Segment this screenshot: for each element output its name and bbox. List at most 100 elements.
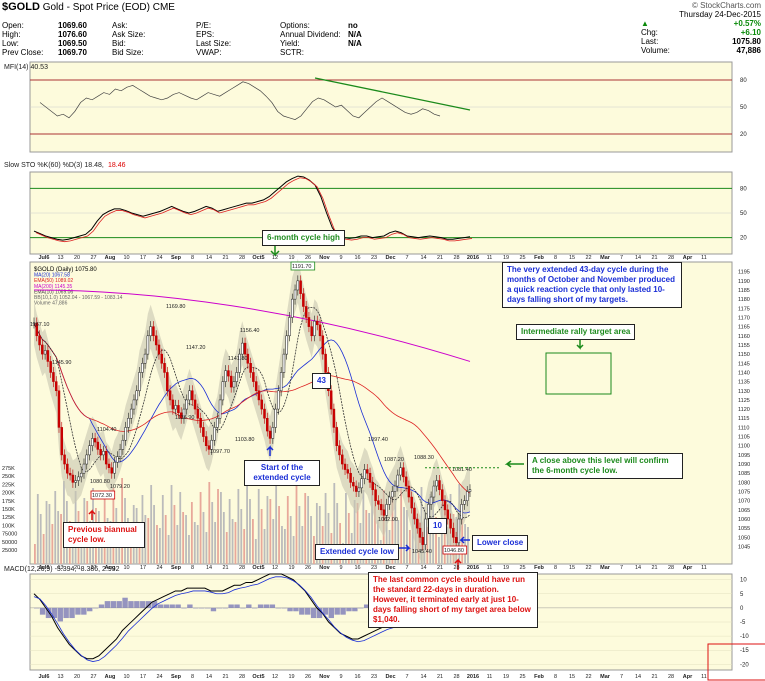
macd-histogram-bar — [340, 607, 346, 615]
quote-mid2-key: Last Size: — [196, 39, 232, 48]
macd-histogram-bar — [134, 601, 140, 608]
macd-histogram-bar — [187, 604, 193, 608]
price-legend-item: EMA(10) 1069.06 — [34, 289, 73, 295]
x-axis-label: 11 — [487, 255, 493, 261]
price-tick: 1105 — [738, 435, 750, 441]
volume-bar — [440, 504, 443, 564]
candle-body — [429, 496, 433, 505]
red-outline-box — [707, 643, 765, 681]
arrow-up-icon — [88, 509, 96, 520]
candle-body — [335, 427, 338, 446]
x-axis-label: 22 — [585, 255, 591, 261]
candle-body — [468, 489, 472, 492]
candle-body — [227, 370, 230, 377]
quote-left-row: High: 1076.60 — [2, 30, 87, 39]
x-axis-label: 12 — [272, 565, 278, 571]
macd-histogram-bar — [98, 604, 105, 608]
quote-left-value: 1069.50 — [58, 39, 87, 48]
macd-histogram-bar — [110, 601, 116, 608]
volume-bar — [400, 487, 403, 564]
volume-bar — [156, 525, 158, 564]
macd-histogram-bar — [222, 607, 228, 609]
volume-bar — [438, 537, 440, 564]
x-axis-label: 27 — [90, 565, 96, 571]
x-axis-label: 25 — [519, 674, 525, 680]
volume-bar — [220, 492, 222, 564]
x-axis-label: 11 — [701, 565, 707, 571]
x-axis-label: Feb — [534, 674, 544, 680]
price-tick: 1160 — [738, 334, 750, 340]
candle-body — [252, 372, 255, 382]
macd-histogram-bar — [151, 601, 158, 608]
x-axis-label: 13 — [57, 565, 63, 571]
x-axis-label: 21 — [222, 674, 228, 680]
macd-histogram-bar — [240, 607, 246, 609]
x-axis-label: 21 — [651, 674, 657, 680]
macd-histogram-bar — [246, 604, 252, 608]
mfi-tick: 20 — [740, 132, 747, 138]
arrow-right-icon — [398, 544, 411, 552]
arrow-left-icon — [459, 536, 470, 544]
x-axis-label: Aug — [105, 255, 116, 261]
x-axis-label: 17 — [140, 255, 146, 261]
volume-bar — [292, 536, 295, 564]
candle-body — [352, 482, 355, 487]
volume-bar — [193, 522, 196, 564]
candle-body — [199, 417, 202, 428]
candle-body — [177, 405, 180, 413]
volume-bar — [170, 485, 173, 564]
volume-bar — [269, 499, 272, 564]
x-axis-label: 28 — [668, 674, 674, 680]
x-axis-label: 21 — [222, 565, 228, 571]
candle-body — [368, 472, 372, 483]
volume-bar — [301, 526, 304, 564]
candle-body — [291, 298, 294, 318]
candle-body — [357, 487, 361, 492]
macd-histogram-bar — [57, 607, 63, 622]
candle-body — [321, 335, 325, 355]
x-axis-label: 8 — [554, 565, 557, 571]
quote-left-key: Prev Close: — [2, 48, 44, 57]
mfi-label: MFI(14) 40.53 — [4, 64, 48, 71]
candle-body — [146, 335, 150, 355]
volume-bar — [310, 516, 312, 564]
x-axis-label: Feb — [534, 255, 544, 261]
x-axis-label: 14 — [420, 255, 426, 261]
up-arrow-icon: ▲ — [641, 19, 649, 28]
quote-left-key: Low: — [2, 39, 19, 48]
candle-body — [57, 390, 61, 428]
volume-bar — [222, 512, 225, 564]
x-axis-label: 12 — [272, 255, 278, 261]
quote-left-value: 1069.60 — [58, 21, 87, 30]
x-axis-label: 9 — [339, 674, 342, 680]
x-axis-label: 20 — [74, 565, 80, 571]
x-axis-label: 7 — [620, 674, 623, 680]
candle-body — [460, 504, 463, 520]
candle-body — [77, 476, 80, 481]
macd-histogram-bar — [104, 601, 111, 608]
volume-bar — [275, 486, 278, 564]
candle-body — [185, 399, 188, 410]
x-axis-label: Mar — [600, 674, 611, 680]
price-tick: 1090 — [738, 462, 750, 468]
volume-bar — [394, 500, 397, 564]
price-tick: 1155 — [738, 343, 750, 349]
price-tick: 1185 — [738, 288, 750, 294]
volume-bar — [252, 519, 254, 564]
candle-body — [266, 417, 269, 432]
quote-left-row: Low: 1069.50 — [2, 39, 87, 48]
price-tick: 1145 — [738, 361, 750, 367]
candle-body — [166, 372, 169, 392]
x-axis-label: 19 — [503, 674, 509, 680]
price-tick: 1085 — [738, 471, 750, 477]
chart-title: $GOLD Gold - Spot Price (EOD) CME — [2, 1, 175, 13]
macd-histogram-bar — [87, 607, 93, 612]
macd-histogram-bar — [352, 607, 358, 612]
candle-body — [141, 363, 144, 373]
candle-body — [313, 320, 316, 337]
x-axis-label: 20 — [74, 255, 80, 261]
macd-histogram-bar — [281, 607, 287, 609]
candle-body — [127, 417, 130, 428]
sto-label: Slow STO %K(60) %D(3) 18.48, — [4, 162, 104, 169]
candle-body — [374, 489, 377, 501]
